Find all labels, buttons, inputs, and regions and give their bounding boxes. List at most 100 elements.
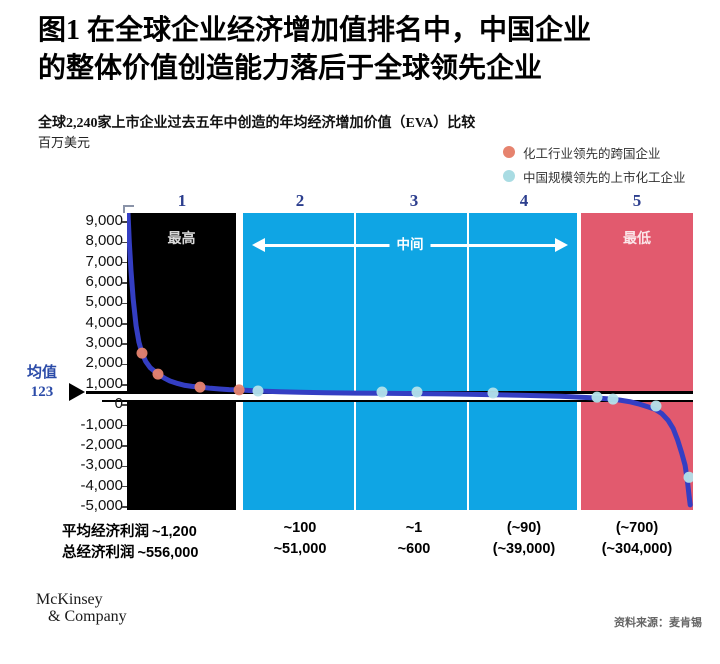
y-tick-mark [122,424,127,427]
y-tick-mark [122,384,127,386]
zero-axis-line [102,400,693,402]
mean-pointer-triangle-icon [69,383,85,401]
y-tick-mark [122,445,127,447]
y-tick-mark [122,506,127,508]
multinational-company-dot [233,384,245,396]
arrow-right-icon [555,238,568,252]
avg-ep-q5: (~700) [615,520,659,536]
total-ep-q4: (~39,000) [492,541,556,557]
band-label-middle: 中间 [389,236,431,254]
mean-annotation-value: 123 [30,384,54,400]
legend-item-multinationals: 化工行业领先的跨国企业 [503,140,686,164]
legend-item-chinese-companies: 中国规模领先的上市化工企业 [503,164,686,188]
quintile-band-5 [581,213,693,510]
y-tick-label: 1,000 [85,374,123,392]
y-tick-mark [122,343,127,345]
figure-title-line1: 图1 在全球企业经济增加值排名中，中国企业 [38,15,592,46]
blue-dot-icon [503,170,515,182]
legend: 化工行业领先的跨国企业 中国规模领先的上市化工企业 [503,140,686,188]
y-tick-label: 7,000 [85,252,123,270]
quintile-bands-2-4 [243,213,577,510]
chinese-company-dot [487,387,499,399]
y-tick-label: 0 [114,395,123,413]
quintile-number-5: 5 [632,191,642,210]
y-tick-mark [122,465,127,468]
chinese-company-dot [252,385,264,397]
unit-label: 百万美元 [38,135,91,150]
avg-ep-q3: ~1 [405,520,423,536]
y-tick-mark [122,261,127,264]
band-divider-3-4 [467,213,469,510]
y-tick-mark [122,404,127,406]
source-note: 资料来源：麦肯锡 [614,617,702,629]
total-ep-label-cell: 总经济利润 ~556,000 [62,541,252,562]
y-tick-mark [122,302,127,305]
quintile-number-4: 4 [519,191,529,210]
y-tick-label: 5,000 [85,293,123,311]
arrow-left-icon [252,238,265,252]
legend-label: 化工行业领先的跨国企业 [523,146,661,161]
axis-break-mark [123,205,134,213]
chinese-company-dot [607,393,619,405]
y-tick-label: -2,000 [80,435,123,453]
reference-line-gap [127,394,693,400]
y-tick-label: 3,000 [85,334,123,352]
multinational-company-dot [194,381,206,393]
multinational-company-dot [152,368,164,380]
orange-dot-icon [503,146,515,158]
y-tick-label: 6,000 [85,273,123,291]
total-ep-label: 总经济利润 [62,545,135,561]
y-tick-mark [122,221,127,223]
y-tick-label: -3,000 [80,456,123,474]
avg-ep-q1: ~1,200 [152,524,197,540]
chinese-company-dot [591,391,603,403]
total-economic-profit-row: 总经济利润 ~556,000 ~51,000 ~600 (~39,000) (~3… [0,541,720,561]
y-tick-mark [122,485,127,488]
multinational-company-dot [136,347,148,359]
legend-label: 中国规模领先的上市化工企业 [523,170,686,185]
chart-subtitle: 全球2,240家上市企业过去五年中创造的年均经济增加价值（EVA）比较 [38,116,476,131]
y-tick-label: -1,000 [80,415,123,433]
y-tick-label: 4,000 [85,313,123,331]
mean-annotation-label: 均值 [26,365,57,381]
band-label-highest: 最高 [167,232,196,247]
middle-range-arrow: 中间 [252,236,568,254]
logo-line2: & Company [48,608,127,625]
figure-title-line2: 的整体价值创造能力落后于全球领先企业 [38,53,543,84]
total-ep-q5: (~304,000) [601,541,673,557]
mckinsey-logo: McKinsey & Company [36,591,127,625]
chinese-company-dot [650,400,662,412]
total-ep-q2: ~51,000 [273,541,327,557]
total-ep-q1: ~556,000 [137,545,199,561]
y-tick-mark [122,282,127,284]
quintile-number-3: 3 [409,191,419,210]
y-tick-label: -5,000 [80,496,123,514]
total-ep-q3: ~600 [397,541,431,557]
chinese-company-dot [411,386,423,398]
band-label-lowest: 最低 [623,232,651,247]
eva-rank-curve [127,213,693,508]
band-divider-2-3 [354,213,356,510]
chinese-company-dot [376,386,388,398]
avg-ep-q2: ~100 [283,520,317,536]
eva-curve-svg [127,213,693,508]
y-tick-mark [122,363,127,366]
mean-annotation: 均值 123 [18,364,66,402]
quintile-number-2: 2 [295,191,305,210]
chinese-company-dot [683,471,693,483]
avg-ep-label-cell: 平均经济利润 ~1,200 [62,520,252,541]
y-tick-label: -4,000 [80,476,123,494]
y-tick-mark [122,323,127,325]
logo-line1: McKinsey [36,591,103,608]
y-tick-mark [122,241,127,244]
avg-ep-q4: (~90) [506,520,542,536]
y-tick-label: 8,000 [85,232,123,250]
avg-ep-label: 平均经济利润 [62,524,149,540]
y-tick-label: 9,000 [85,211,123,229]
figure-title: 图1 在全球企业经济增加值排名中，中国企业 的整体价值创造能力落后于全球领先企业 [38,12,706,88]
quintile-number-1: 1 [177,191,187,210]
y-tick-label: 2,000 [85,354,123,372]
average-economic-profit-row: 平均经济利润 ~1,200 ~100 ~1 (~90) (~700) [0,520,720,540]
